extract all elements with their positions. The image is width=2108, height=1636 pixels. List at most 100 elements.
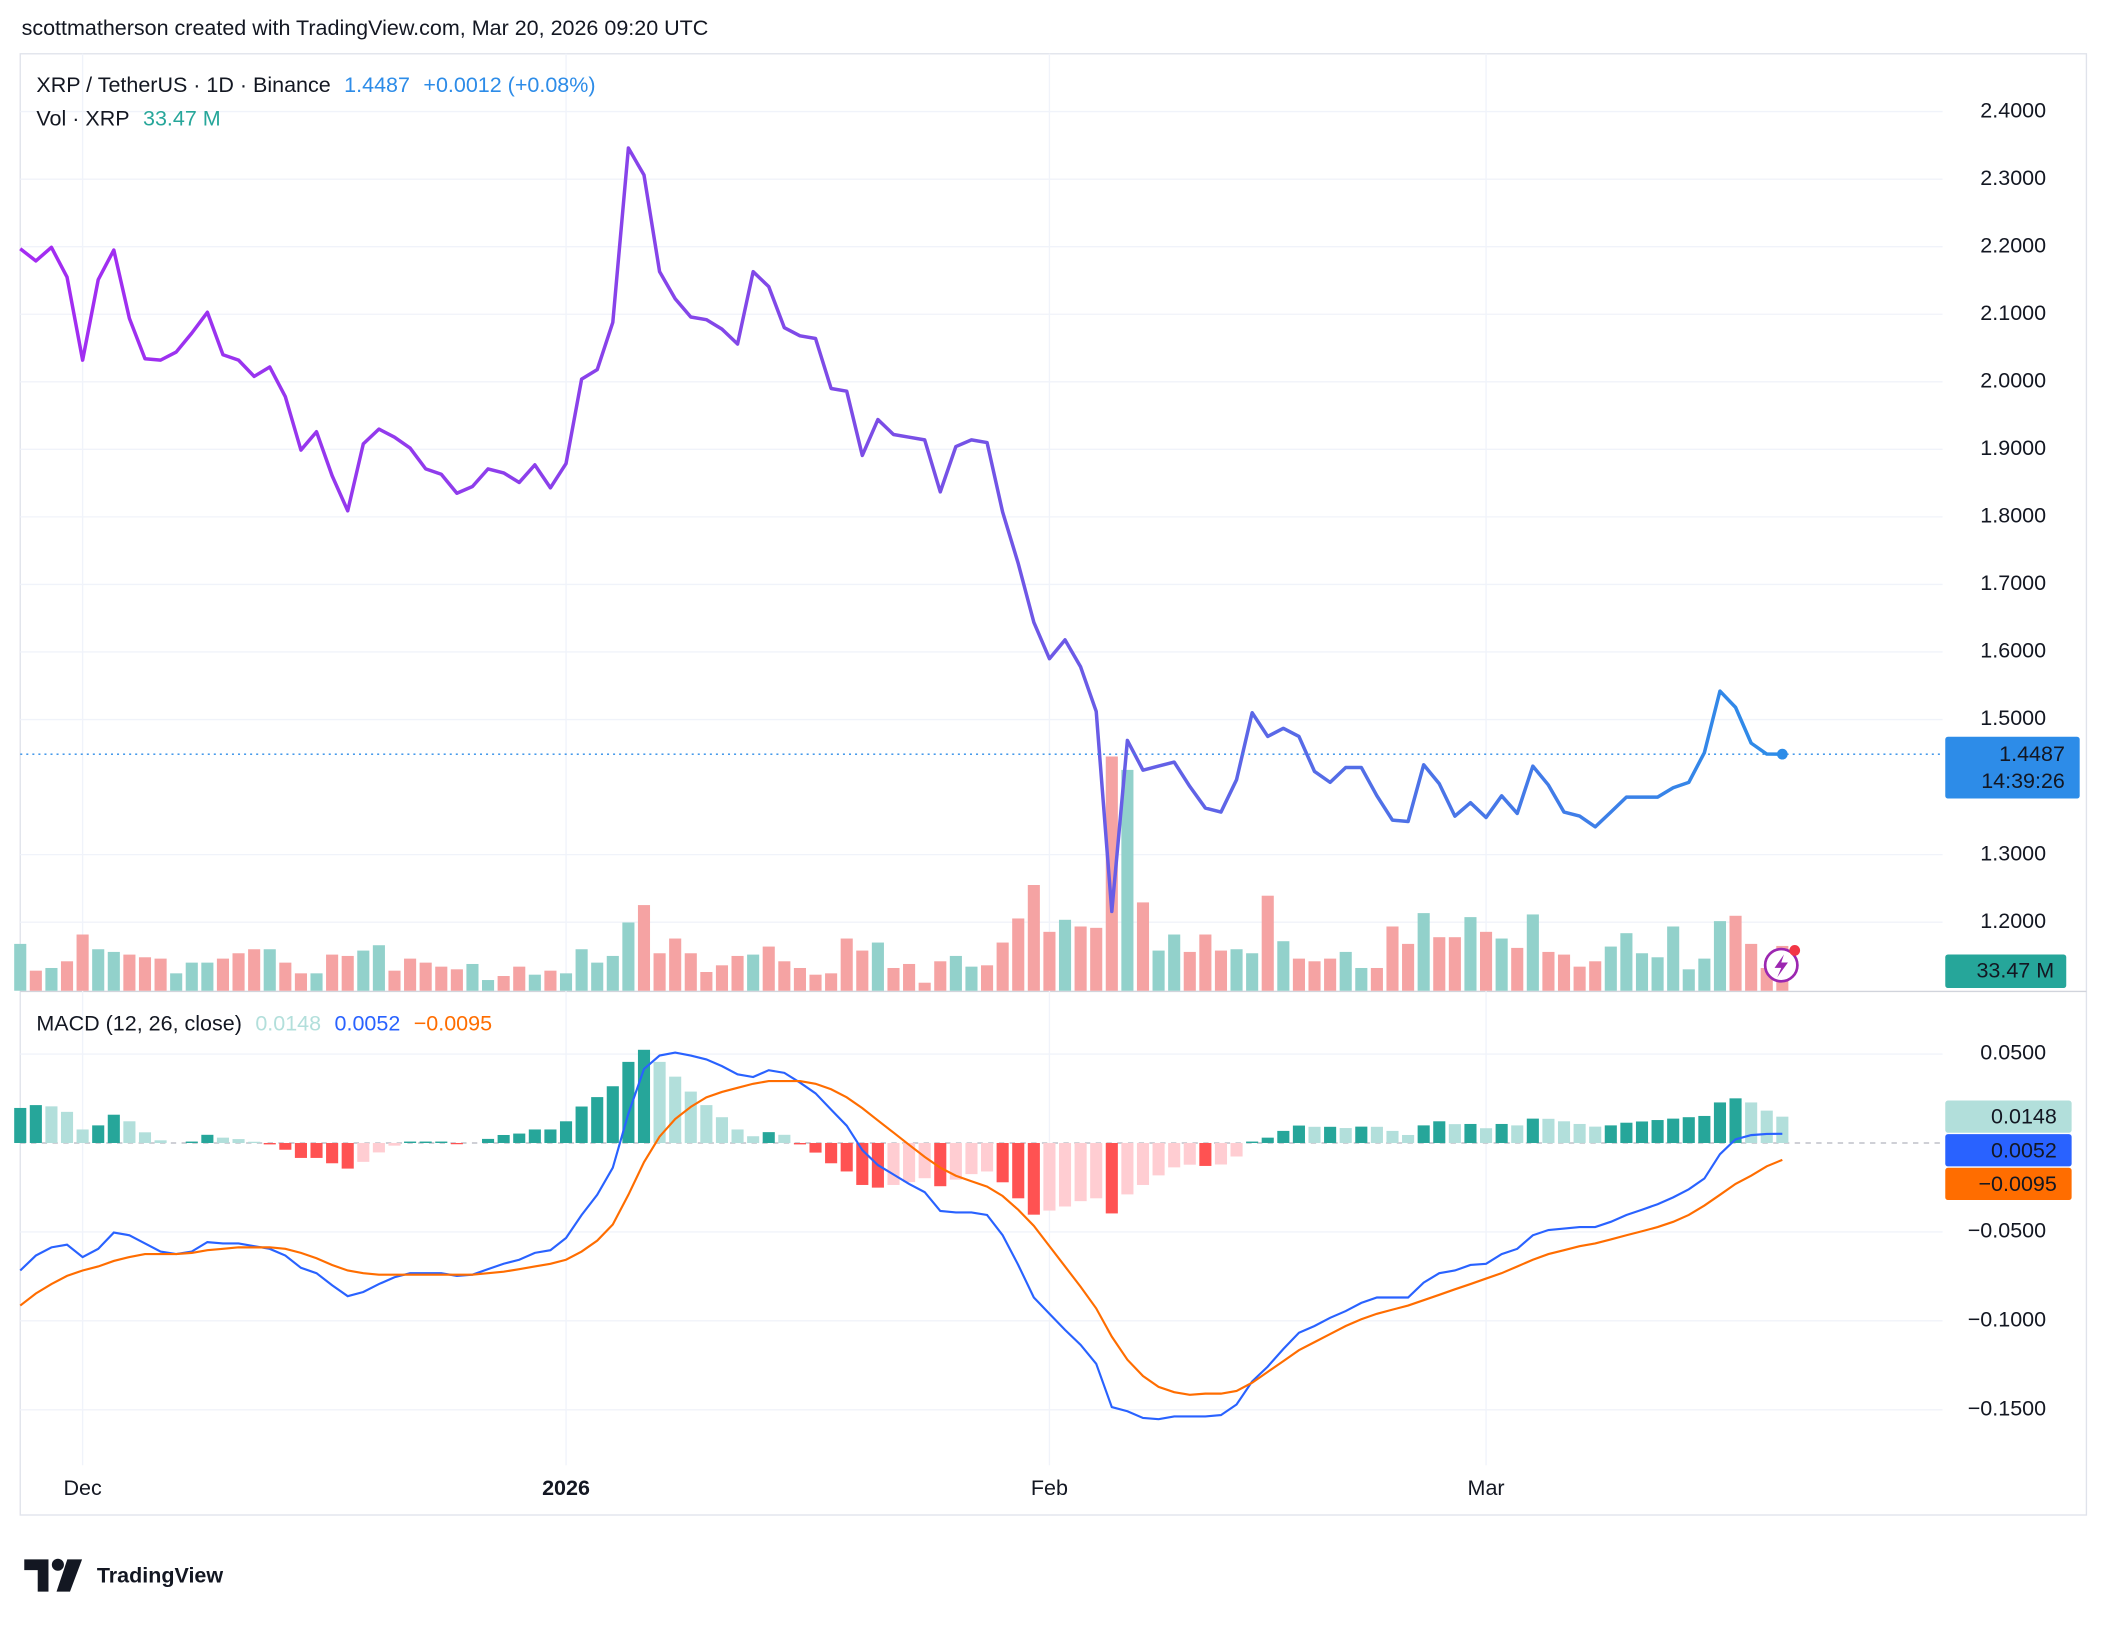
macd-histogram-bar [528,1129,541,1143]
volume-bar [1386,926,1399,991]
volume-bar [1557,954,1571,991]
volume-bar [1199,934,1212,991]
volume-bar [575,949,588,991]
histogram-tag [1945,1100,2072,1133]
volume-bar [1604,946,1617,991]
macd-histogram-bar [700,1105,713,1143]
volume-bar [1105,756,1118,991]
volume-bar [1027,884,1040,991]
macd-histogram-bar [123,1121,136,1143]
macd-histogram-bar [1651,1120,1664,1143]
macd-histogram-bar [388,1142,401,1146]
macd-histogram-bar [606,1086,619,1143]
macd-histogram-bar [216,1137,230,1143]
y-tick-label: 1.2000 [1980,909,2046,933]
volume-bar [1713,921,1727,991]
macd-histogram-bar [1027,1142,1040,1215]
macd-histogram-bar [1573,1123,1586,1143]
macd-histogram-bar [1480,1128,1493,1143]
volume-bar [1074,926,1087,991]
volume-bar [825,973,838,991]
volume-tag [1945,954,2067,989]
y-tick-label: 1.9000 [1980,436,2046,460]
volume-bar [1511,947,1524,991]
macd-histogram-bar [1355,1126,1368,1143]
macd-histogram-bar [1667,1118,1680,1143]
signal-line [19,1080,1783,1396]
y-tick-label: 1.5000 [1980,706,2046,730]
volume-bar [1526,914,1539,991]
macd-histogram-bar [1308,1126,1321,1143]
brand-logo: TradingView [24,1558,224,1592]
macd-histogram-bar [1760,1110,1773,1143]
macd-histogram-bar [669,1076,682,1143]
volume-bar [1012,918,1025,991]
macd-histogram-bar [1433,1121,1446,1143]
macd-histogram-bar [263,1142,276,1145]
macd-histogram-bar [1526,1118,1539,1143]
y-tick-label: −0.1000 [1968,1308,2046,1332]
macd-histogram-bar [731,1129,744,1143]
macd-histogram-bar [715,1117,729,1143]
volume-bar [949,955,962,991]
volume-bar [918,982,931,991]
macd-histogram-bar [1370,1126,1383,1143]
brand-name: TradingView [97,1564,224,1588]
volume-bar [778,961,791,991]
volume-bar [903,963,916,991]
macd-histogram-bar [357,1142,370,1162]
volume-bar [294,973,307,991]
volume-bar [326,954,339,991]
macd-histogram-bar [232,1139,245,1143]
volume-bar [1667,926,1680,991]
signal-tag [1945,1167,2072,1201]
volume-name: Vol · XRP [36,106,129,130]
macd-histogram-bar [1557,1121,1571,1143]
volume-bar [762,946,775,991]
y-tick-label: 2.4000 [1980,98,2046,122]
volume-bar [1261,895,1274,991]
volume-bar [497,976,510,991]
macd-histogram-bar [1074,1142,1087,1202]
volume-bar [544,970,557,991]
volume-bar [1043,931,1056,991]
volume-bar [684,953,697,991]
volume-bar [1651,957,1664,991]
macd-histogram-bar [326,1142,339,1164]
x-tick-label: Feb [1031,1476,1068,1500]
volume-bar [14,943,27,991]
macd-histogram-bar [1682,1117,1695,1143]
volume-bar [840,938,853,991]
macd-histogram-bar [1277,1130,1290,1143]
volume-bar [731,955,744,991]
volume-bar [1308,961,1321,991]
macd-histogram-bar [419,1141,432,1143]
macd-histogram-bar [60,1111,74,1143]
volume-bar [45,967,58,991]
volume-bar [1277,941,1290,991]
grid [20,53,1943,1466]
macd-histogram-bar [825,1142,838,1164]
volume-bar [1464,917,1477,991]
volume-title: Vol · XRP 33.47 M [36,106,220,130]
macd-histogram-bar [591,1097,604,1143]
macd-histogram-bar [1635,1121,1649,1143]
last-price: 1.4487 [344,73,410,97]
volume-bar [279,962,292,991]
volume-bar [622,922,635,991]
volume-bar [871,942,884,991]
macd-histogram-bar [1168,1142,1181,1168]
price-change: +0.0012 (+0.08%) [423,73,595,97]
macd-histogram-bar [1090,1142,1103,1199]
volume-bar [201,962,214,991]
y-tick-label: −0.1500 [1968,1396,2046,1420]
macd-histogram-bar [248,1141,261,1143]
volume-bar [1292,958,1305,991]
macd-histogram-bar [1136,1142,1150,1185]
volume-bar [1214,950,1228,991]
macd-histogram-bar [14,1107,27,1143]
macd-histogram-bar [1105,1142,1118,1214]
macd-histogram-bar [1214,1142,1228,1165]
macd-histogram-bar [1012,1142,1025,1199]
